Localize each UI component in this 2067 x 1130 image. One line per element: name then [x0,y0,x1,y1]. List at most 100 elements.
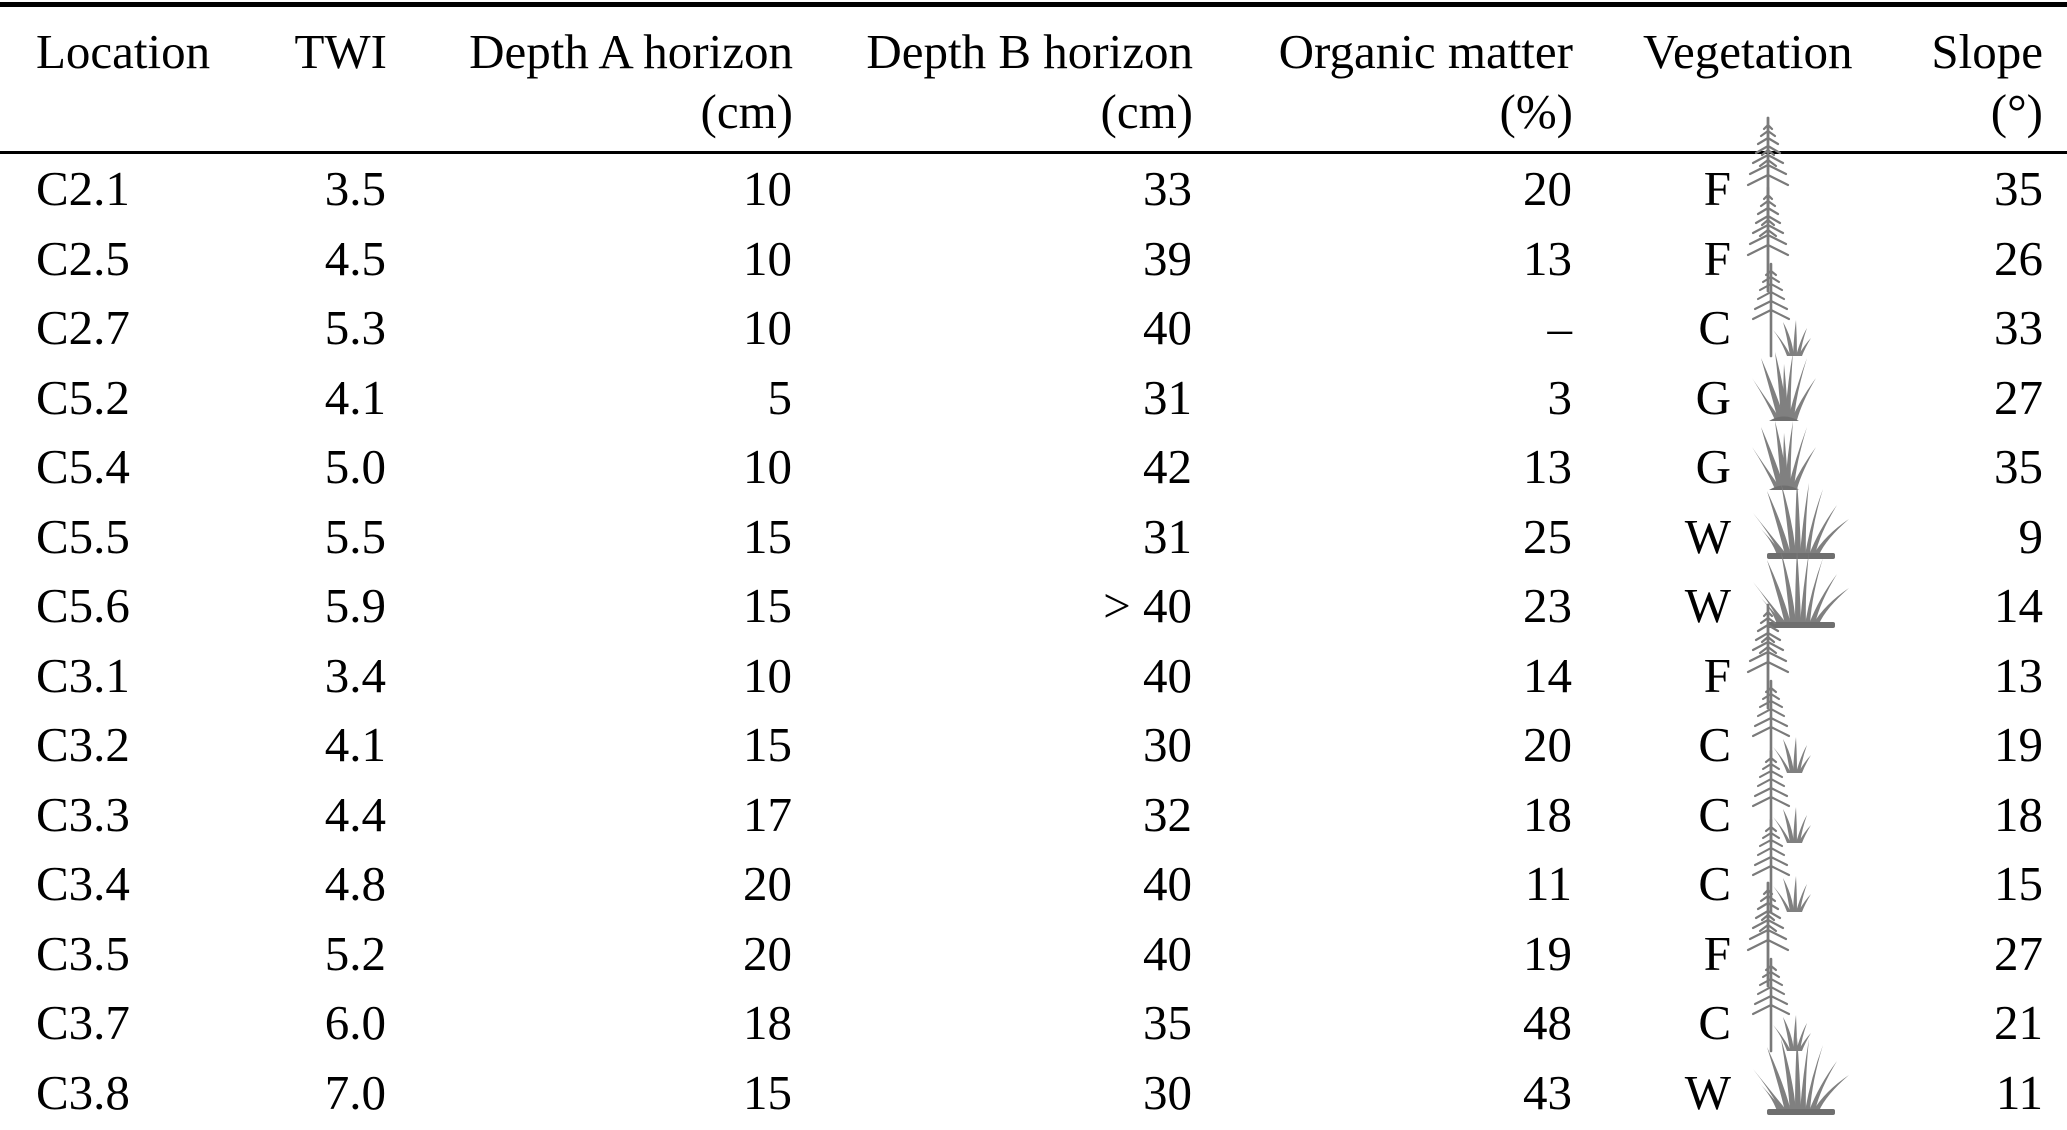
vegetation-code: W [1684,578,1731,634]
twi-cell: 3.4 [324,647,386,703]
header-slope-unit: (°) [1990,84,2043,139]
conifer-icon [1746,116,1790,223]
slope-cell: 21 [1994,995,2043,1051]
location-cell: C5.2 [36,369,130,425]
depth-b-cell: 30 [1143,717,1192,773]
header-organic-matter: Organic matter (%) [1193,4,1573,154]
depth-a-cell: 17 [743,786,792,842]
twi-cell: 7.0 [324,1064,386,1120]
wetland-grass-icon [1753,550,1849,629]
slope-cell: 9 [2018,508,2044,564]
header-row: Location TWI Depth A horizon (cm) Depth … [0,4,2067,154]
organic-matter-cell: 13 [1523,230,1572,286]
vegetation-cell: G [1573,421,1835,502]
table-row: C2.5 4.5 10 39 13 F 26 [0,186,2067,294]
wetland-grass-icon [1753,480,1849,559]
depth-b-cell: 33 [1143,161,1192,217]
depth-b-cell: 40 [1143,300,1192,356]
vegetation-cell: F [1573,116,1835,224]
depth-a-cell: 15 [743,578,792,634]
depth-b-cell: 30 [1143,1064,1192,1120]
organic-matter-cell: 48 [1523,995,1572,1051]
location-cell: C3.5 [36,925,130,981]
organic-matter-cell: 20 [1523,717,1572,773]
slope-cell: 19 [1994,717,2043,773]
depth-a-cell: 10 [743,439,792,495]
twi-cell: 6.0 [324,995,386,1051]
slope-cell: 15 [1994,856,2043,912]
depth-b-cell: 42 [1143,439,1192,495]
wetland-grass-icon [1753,1036,1849,1115]
twi-cell: 5.9 [324,578,386,634]
location-cell: C3.2 [36,717,130,773]
depth-a-cell: 20 [743,856,792,912]
table-row: C2.7 5.3 10 40 – C 33 [0,262,2067,363]
location-cell: C3.7 [36,995,130,1051]
conifer-grass-icon [1751,262,1811,358]
location-cell: C2.1 [36,161,130,217]
location-cell: C3.8 [36,1064,130,1120]
depth-a-cell: 20 [743,925,792,981]
organic-matter-cell: 23 [1523,578,1572,634]
twi-cell: 4.5 [324,230,386,286]
header-depth-a-unit: (cm) [700,84,794,139]
header-organic-matter-unit: (%) [1499,84,1573,139]
header-depth-b-unit: (cm) [1100,84,1194,139]
slope-cell: 14 [1994,578,2043,634]
depth-a-cell: 10 [743,300,792,356]
depth-b-cell: 32 [1143,786,1192,842]
header-depth-a-label: Depth A horizon [469,24,793,79]
vegetation-code: W [1684,1064,1731,1120]
organic-matter-cell: 14 [1523,647,1572,703]
twi-cell: 5.5 [324,508,386,564]
vegetation-code: F [1703,647,1731,703]
slope-cell: 26 [1994,230,2043,286]
grass-tuft-icon [1752,351,1816,421]
header-vegetation: Vegetation [1573,4,1853,154]
vegetation-cell: W [1573,480,1849,572]
organic-matter-cell: 25 [1523,508,1572,564]
vegetation-code: G [1695,369,1731,425]
header-twi-unit [250,83,387,141]
depth-a-cell: 18 [743,995,792,1051]
vegetation-cell: C [1573,262,1835,363]
vegetation-cell: W [1573,550,1849,641]
vegetation-code: F [1703,161,1731,217]
organic-matter-cell: – [1547,300,1573,356]
header-location: Location [0,4,250,154]
vegetation-cell: F [1573,186,1835,294]
vegetation-cell: C [1573,818,1835,919]
location-cell: C3.4 [36,856,130,912]
depth-b-cell: 31 [1143,369,1192,425]
slope-cell: 11 [1995,1064,2043,1120]
vegetation-cell: C [1573,957,1835,1058]
table-row: C3.5 5.2 20 40 19 F 27 [0,881,2067,989]
slope-cell: 33 [1994,300,2043,356]
depth-a-cell: 15 [743,1064,792,1120]
table-body: C2.1 3.5 10 33 20 F 35 C2.5 4.5 10 39 13 [0,116,2067,1130]
depth-a-cell: 10 [743,647,792,703]
depth-b-cell: 40 [1143,647,1192,703]
header-depth-b: Depth B horizon (cm) [793,4,1194,154]
vegetation-code: G [1695,439,1731,495]
table-row: C5.4 5.0 10 42 13 G 35 [0,421,2067,502]
vegetation-code: C [1698,995,1731,1051]
header-slope: Slope (°) [1835,4,2067,154]
slope-cell: 35 [1994,439,2043,495]
grass-tuft-icon [1752,421,1816,491]
table-row: C3.8 7.0 15 30 43 W 11 [0,1036,2067,1128]
depth-b-cell: > 40 [1103,578,1192,634]
organic-matter-cell: 3 [1547,369,1573,425]
organic-matter-cell: 13 [1523,439,1572,495]
twi-cell: 3.5 [324,161,386,217]
depth-a-cell: 5 [767,369,793,425]
organic-matter-cell: 19 [1523,925,1572,981]
organic-matter-cell: 11 [1524,856,1572,912]
twi-cell: 5.2 [324,925,386,981]
header-vegetation-label: Vegetation [1643,24,1853,79]
twi-cell: 4.8 [324,856,386,912]
vegetation-code: C [1698,856,1731,912]
twi-cell: 5.0 [324,439,386,495]
